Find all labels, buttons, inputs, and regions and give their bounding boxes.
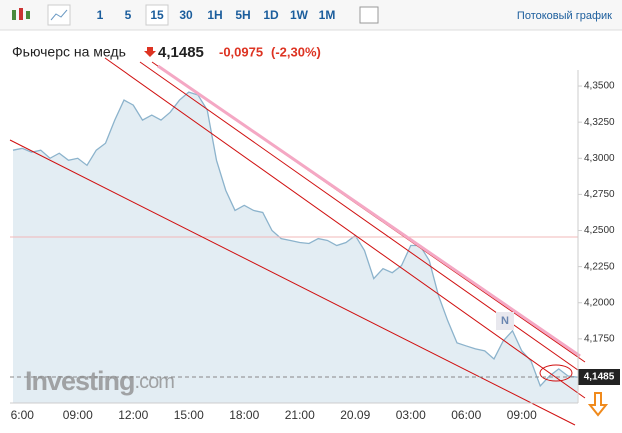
line-icon[interactable] [47, 4, 71, 26]
watermark-brand: Investing [25, 366, 135, 396]
trend-line [104, 57, 586, 399]
x-tick-label: 6:00 [11, 408, 35, 422]
marker-box [496, 312, 514, 330]
candle-icon[interactable] [12, 8, 30, 20]
last-price-box [578, 369, 620, 385]
title: Фьючерс на медь [12, 44, 126, 60]
watermark: Investing.com [25, 366, 174, 396]
x-tick-label: 06:00 [451, 408, 481, 422]
settings-icon[interactable] [359, 6, 379, 24]
interval-button[interactable]: 1D [263, 8, 279, 22]
interval-button[interactable]: 30 [179, 8, 193, 22]
last-price-label: 4,1485 [584, 372, 615, 383]
interval-button[interactable]: 1 [97, 8, 104, 22]
line-icon-glyph [50, 9, 68, 21]
y-tick-label: 4,1750 [584, 333, 615, 344]
marker: N [501, 315, 509, 327]
trend-line-pink [157, 64, 581, 358]
active-interval [145, 4, 169, 26]
price-line [12, 91, 578, 388]
interval-button[interactable]: 15 [150, 8, 164, 22]
interval-button[interactable]: 5H [235, 8, 250, 22]
x-tick-label: 09:00 [63, 408, 93, 422]
toolbar [0, 0, 622, 30]
x-tick-label: 20.09 [340, 408, 370, 422]
x-tick-label: 12:00 [118, 408, 148, 422]
y-tick-label: 4,3000 [584, 153, 615, 164]
x-tick-label: 09:00 [507, 408, 537, 422]
x-tick-label: 18:00 [229, 408, 259, 422]
highlight-ellipse [539, 364, 573, 382]
y-tick-label: 4,2250 [584, 261, 615, 272]
down-arrow [144, 47, 156, 57]
scroll-arrow[interactable] [587, 392, 609, 417]
x-tick-label: 03:00 [396, 408, 426, 422]
y-tick-label: 4,3500 [584, 81, 615, 92]
interval-button[interactable]: 1M [319, 8, 336, 22]
x-tick-label: 21:00 [285, 408, 315, 422]
price: 4,1485 [158, 44, 204, 61]
y-tick-label: 4,3250 [584, 117, 615, 128]
y-tick-label: 4,2500 [584, 225, 615, 236]
y-tick-label: 4,2000 [584, 297, 615, 308]
change: -0,0975 [219, 44, 263, 59]
streaming-link[interactable]: Потоковый график [517, 10, 612, 22]
change-pct: (-2,30%) [271, 44, 321, 59]
watermark-suffix: .com [135, 371, 175, 393]
x-tick-label: 15:00 [174, 408, 204, 422]
interval-button[interactable]: 1W [290, 8, 309, 22]
y-tick-label: 4,2750 [584, 189, 615, 200]
area-fill [13, 92, 578, 403]
interval-button[interactable]: 1H [207, 8, 222, 22]
interval-button[interactable]: 5 [125, 8, 132, 22]
